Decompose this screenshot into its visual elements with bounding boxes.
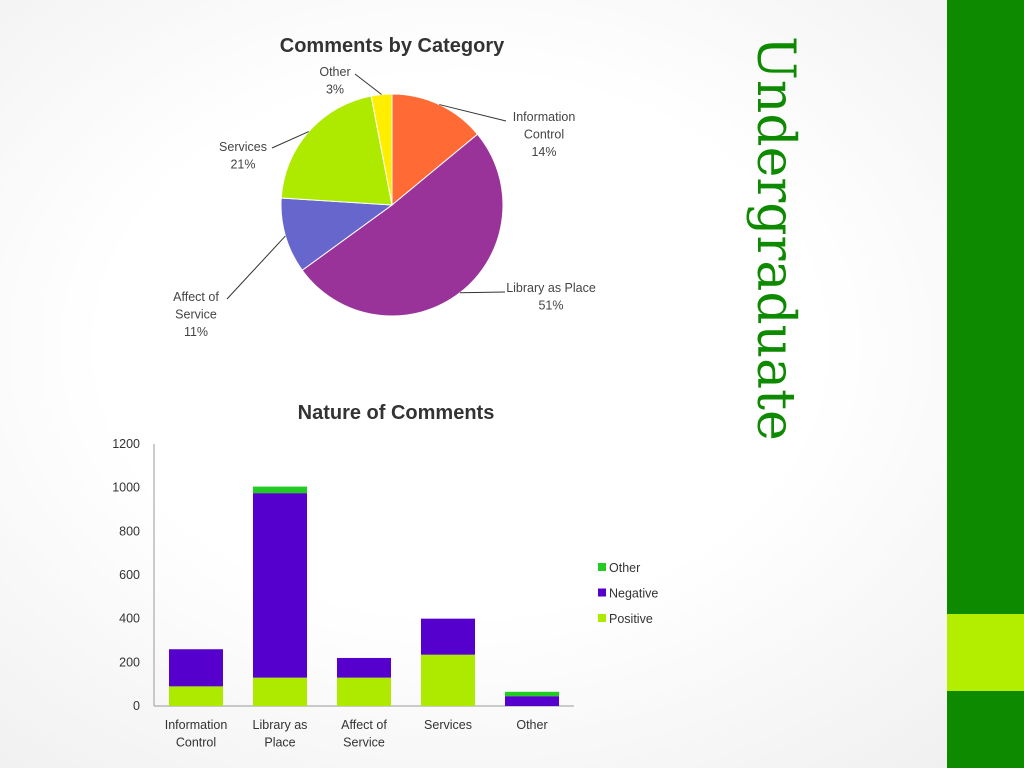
legend-swatch-positive bbox=[598, 614, 606, 622]
pie-leader-line bbox=[354, 73, 382, 95]
pie-category-label: Other bbox=[319, 65, 350, 79]
pie-category-label: Services bbox=[219, 140, 267, 154]
pie-leader-line bbox=[439, 104, 507, 122]
bar-positive-information-control bbox=[169, 686, 223, 706]
pie-category-label: Service bbox=[175, 308, 217, 322]
bar-other-library-as-place bbox=[253, 486, 307, 494]
pie-chart: Comments by Category Information Control 1… bbox=[173, 35, 596, 339]
legend-label-positive: Positive bbox=[609, 612, 653, 626]
bar-negative-library-as-place bbox=[253, 493, 307, 678]
pie-slice-library-as-place bbox=[301, 133, 504, 317]
pie-category-label: Information bbox=[513, 110, 576, 124]
pie-value-label: 21% bbox=[230, 158, 255, 172]
pie-category-label: Control bbox=[524, 128, 564, 142]
bar-negative-information-control bbox=[169, 649, 223, 687]
legend-label-negative: Negative bbox=[609, 587, 658, 601]
bar-chart-title: Nature of Comments bbox=[298, 402, 495, 424]
bar-negative-affect-of-service bbox=[337, 657, 391, 678]
x-category-label: Library as bbox=[253, 718, 308, 732]
x-category-label: Control bbox=[176, 736, 216, 750]
pie-category-label: Affect of bbox=[173, 290, 219, 304]
y-tick-label: 600 bbox=[119, 568, 140, 582]
pie-chart-title: Comments by Category bbox=[280, 35, 505, 57]
bar-negative-services bbox=[421, 618, 475, 655]
y-tick-label: 200 bbox=[119, 655, 140, 669]
pie-leader-line bbox=[271, 131, 309, 149]
bar-chart: Nature of Comments 0 200 400 600 800 1000 1200… bbox=[112, 402, 658, 750]
pie-category-label: Library as Place bbox=[506, 281, 596, 295]
x-category-label: Other bbox=[516, 718, 547, 732]
x-category-label: Service bbox=[343, 736, 385, 750]
legend-swatch-negative bbox=[598, 588, 606, 597]
pie-leader-line bbox=[460, 291, 506, 294]
x-category-label: Affect of bbox=[341, 718, 387, 732]
x-category-label: Place bbox=[264, 736, 295, 750]
bar-positive-library-as-place bbox=[253, 677, 307, 706]
pie-value-label: 11% bbox=[184, 325, 208, 339]
pie-slice-services bbox=[280, 95, 393, 206]
y-tick-label: 800 bbox=[119, 524, 140, 538]
bar-positive-services bbox=[421, 654, 475, 706]
sidebar-accent-block bbox=[947, 614, 1024, 691]
pie-value-label: 3% bbox=[326, 83, 344, 97]
legend-swatch-other bbox=[598, 563, 606, 571]
y-tick-label: 400 bbox=[119, 612, 140, 626]
pie-value-label: 14% bbox=[531, 145, 556, 159]
x-category-label: Services bbox=[424, 718, 472, 732]
pie-value-label: 51% bbox=[538, 299, 563, 313]
legend-label-other: Other bbox=[609, 561, 640, 575]
y-tick-label: 1000 bbox=[112, 481, 140, 495]
y-tick-label: 1200 bbox=[112, 437, 140, 451]
pie-leader-line bbox=[226, 235, 286, 300]
x-category-label: Information bbox=[165, 718, 228, 732]
bar-other-other bbox=[505, 691, 559, 697]
bar-positive-affect-of-service bbox=[337, 677, 391, 706]
bar-negative-other bbox=[505, 696, 559, 706]
slide-title: Undergraduate bbox=[745, 36, 805, 441]
y-tick-label: 0 bbox=[133, 699, 140, 713]
pie-slice-affect-of-service bbox=[280, 197, 394, 271]
pie-slice-other bbox=[370, 93, 393, 206]
